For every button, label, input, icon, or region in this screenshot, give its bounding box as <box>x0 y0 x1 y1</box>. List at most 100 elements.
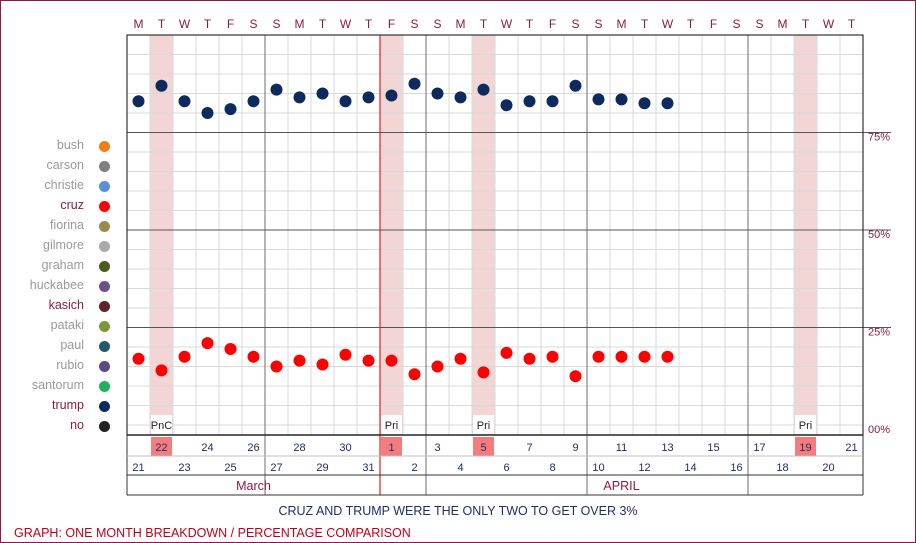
data-point-trump <box>523 95 536 108</box>
data-point-trump <box>615 93 628 106</box>
weekday-header: S <box>272 17 280 31</box>
event-label-bg <box>795 415 816 434</box>
legend-item-bush: bush <box>0 136 118 156</box>
data-point-trump <box>155 79 168 92</box>
legend-label: paul <box>60 338 84 352</box>
legend-item-huckabee: huckabee <box>0 276 118 296</box>
legend-marker <box>99 161 110 172</box>
date-label: 22 <box>155 442 167 454</box>
weekday-header: T <box>319 17 327 31</box>
y-tick-label: 25% <box>868 327 890 339</box>
data-point-trump <box>500 99 513 112</box>
highlight-column <box>380 35 403 435</box>
data-point-trump <box>592 93 605 106</box>
weekday-header: S <box>249 17 257 31</box>
legend-label: christie <box>44 178 84 192</box>
highlight-date-bg <box>381 437 402 456</box>
legend-marker <box>99 181 110 192</box>
event-label: PnC <box>151 420 172 432</box>
weekday-header: S <box>755 17 763 31</box>
legend-marker <box>99 281 110 292</box>
legend-item-gilmore: gilmore <box>0 236 118 256</box>
legend-label: no <box>70 418 84 432</box>
weekday-header: W <box>823 17 835 31</box>
weekday-header: T <box>848 17 856 31</box>
date-label: 20 <box>822 462 834 474</box>
data-point-cruz <box>155 364 168 377</box>
legend-marker <box>99 201 110 212</box>
weekday-header: S <box>571 17 579 31</box>
y-tick-label: 50% <box>868 229 890 241</box>
date-label: 30 <box>339 442 351 454</box>
weekday-header: T <box>204 17 212 31</box>
data-point-trump <box>385 89 398 102</box>
date-label: 13 <box>661 442 673 454</box>
highlight-column <box>794 35 817 435</box>
event-label: Pri <box>385 420 398 432</box>
data-point-trump <box>270 83 283 96</box>
data-point-trump <box>132 95 145 108</box>
date-label: 14 <box>684 462 696 474</box>
data-point-cruz <box>339 348 352 361</box>
data-point-cruz <box>592 350 605 363</box>
weekday-header: M <box>295 17 305 31</box>
data-point-trump <box>293 91 306 104</box>
weekday-header: T <box>365 17 373 31</box>
weekday-header: W <box>340 17 352 31</box>
data-point-cruz <box>178 350 191 363</box>
date-label: 4 <box>457 462 463 474</box>
data-point-cruz <box>224 342 237 355</box>
event-label-bg <box>473 415 494 434</box>
legend-label: bush <box>56 138 84 152</box>
highlight-date-bg <box>151 437 172 456</box>
y-tick-label: 00% <box>868 424 890 436</box>
event-label-bg <box>381 415 402 434</box>
date-label: 18 <box>776 462 788 474</box>
legend-marker <box>99 301 110 312</box>
data-point-cruz <box>132 352 145 365</box>
weekday-header: T <box>480 17 488 31</box>
data-point-cruz <box>362 354 375 367</box>
y-tick-label: 75% <box>868 132 890 144</box>
weekday-header: W <box>501 17 513 31</box>
month-label: March <box>236 479 271 493</box>
date-label: 15 <box>707 442 719 454</box>
legend-marker <box>99 241 110 252</box>
legend-marker <box>99 221 110 232</box>
legend-label: santorum <box>31 378 84 392</box>
data-point-cruz <box>247 350 260 363</box>
data-point-cruz <box>615 350 628 363</box>
legend-label: kasich <box>48 298 84 312</box>
weekday-header: F <box>710 17 717 31</box>
data-point-trump <box>178 95 191 108</box>
legend-item-kasich: kasich <box>0 296 118 316</box>
data-point-trump <box>247 95 260 108</box>
legend-item-santorum: santorum <box>0 376 118 396</box>
weekday-header: F <box>227 17 234 31</box>
highlight-date-bg <box>795 437 816 456</box>
data-point-trump <box>316 87 329 100</box>
data-point-trump <box>339 95 352 108</box>
data-point-cruz <box>293 354 306 367</box>
legend-marker <box>99 321 110 332</box>
date-label: 21 <box>845 442 857 454</box>
date-label: 27 <box>270 462 282 474</box>
legend-item-graham: graham <box>0 256 118 276</box>
data-point-trump <box>546 95 559 108</box>
weekday-header: M <box>617 17 627 31</box>
data-point-cruz <box>385 354 398 367</box>
weekday-header: F <box>388 17 395 31</box>
date-label: 6 <box>503 462 509 474</box>
weekday-header: T <box>641 17 649 31</box>
date-label: 19 <box>799 442 811 454</box>
chart-caption: CRUZ AND TRUMP WERE THE ONLY TWO TO GET … <box>278 504 638 518</box>
date-label: 23 <box>178 462 190 474</box>
weekday-header: T <box>687 17 695 31</box>
weekday-header: T <box>526 17 534 31</box>
legend-label: carson <box>46 158 84 172</box>
date-label: 2 <box>411 462 417 474</box>
weekday-header: T <box>802 17 810 31</box>
legend-label: huckabee <box>29 278 84 292</box>
event-label-bg <box>151 415 172 434</box>
month-label: APRIL <box>603 479 639 493</box>
